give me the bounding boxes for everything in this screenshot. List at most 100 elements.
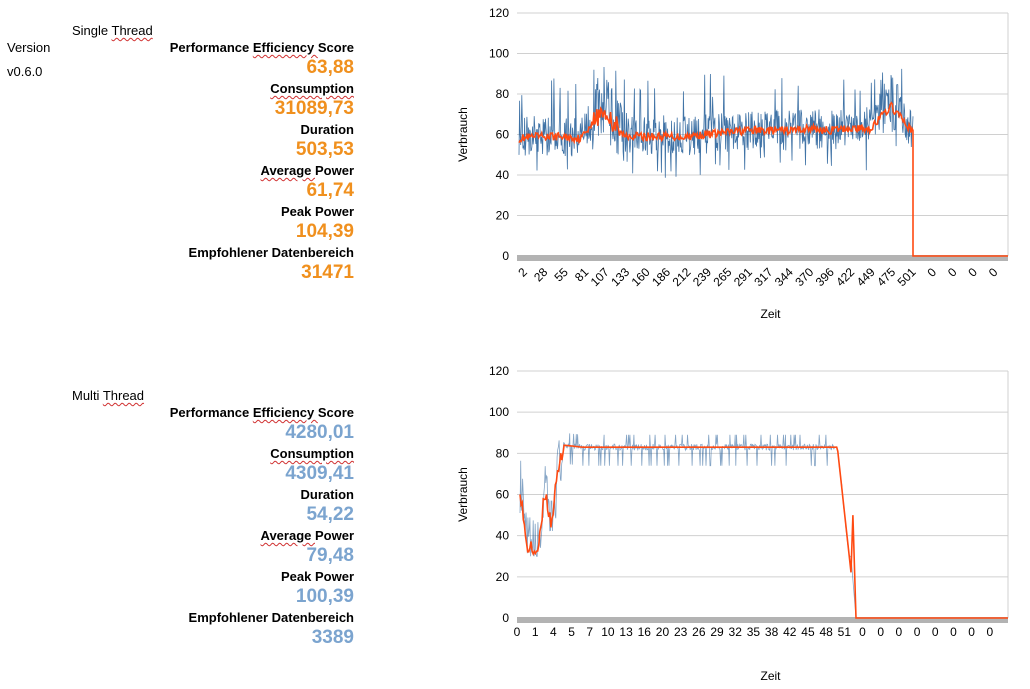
y-tick-label: 40 bbox=[496, 168, 510, 182]
y-tick-label: 60 bbox=[496, 128, 510, 142]
title-word: Single bbox=[72, 23, 112, 38]
stat-value: 31471 bbox=[301, 262, 354, 283]
x-tick-label: 501 bbox=[895, 265, 919, 289]
x-tick-label: 42 bbox=[783, 625, 797, 639]
x-tick-label: 20 bbox=[656, 625, 670, 639]
x-tick-label: 28 bbox=[531, 265, 551, 285]
x-tick-label: 449 bbox=[854, 265, 878, 289]
y-tick-label: 120 bbox=[489, 364, 509, 378]
series-line-raw bbox=[518, 66, 914, 178]
x-tick-label: 396 bbox=[813, 265, 837, 289]
x-tick-label: 0 bbox=[965, 265, 980, 280]
stat-value: 4280,01 bbox=[285, 422, 354, 443]
x-tick-label: 5 bbox=[568, 625, 575, 639]
x-tick-label: 35 bbox=[747, 625, 761, 639]
x-tick-label: 0 bbox=[950, 625, 957, 639]
x-tick-label: 26 bbox=[692, 625, 706, 639]
x-tick-label: 370 bbox=[792, 265, 816, 289]
x-tick-label: 0 bbox=[924, 265, 939, 280]
x-tick-label: 212 bbox=[670, 265, 694, 289]
x-axis-title: Zeit bbox=[760, 669, 781, 683]
x-tick-label: 32 bbox=[729, 625, 743, 639]
x-axis-band bbox=[517, 255, 1008, 261]
x-tick-label: 4 bbox=[550, 625, 557, 639]
stat-value: 503,53 bbox=[295, 139, 354, 160]
x-tick-label: 10 bbox=[601, 625, 615, 639]
x-tick-label: 0 bbox=[859, 625, 866, 639]
multi-thread-title: Multi Thread bbox=[72, 388, 144, 403]
stat-label: Empfohlener Datenbereich bbox=[188, 245, 354, 260]
x-tick-label: 38 bbox=[765, 625, 779, 639]
x-tick-label: 1 bbox=[532, 625, 539, 639]
stat-label: Performance Efficiency Score bbox=[169, 40, 354, 55]
y-tick-label: 0 bbox=[502, 249, 509, 263]
title-word: Thread bbox=[102, 388, 145, 403]
x-tick-label: 0 bbox=[932, 625, 939, 639]
x-tick-label: 160 bbox=[629, 265, 653, 289]
stat-label: Average Power bbox=[260, 528, 354, 543]
y-tick-label: 80 bbox=[496, 87, 510, 101]
x-tick-label: 265 bbox=[710, 265, 734, 289]
stat-value: 100,39 bbox=[295, 586, 354, 607]
stat-value: 4309,41 bbox=[285, 463, 354, 484]
x-tick-label: 475 bbox=[874, 265, 898, 289]
stat-label: Consumption bbox=[270, 81, 354, 96]
y-tick-label: 80 bbox=[496, 446, 510, 460]
y-axis-title: Verbrauch bbox=[456, 107, 470, 162]
x-tick-label: 55 bbox=[552, 265, 572, 285]
stat-label: Duration bbox=[300, 487, 354, 502]
x-tick-label: 23 bbox=[674, 625, 688, 639]
y-tick-label: 100 bbox=[489, 405, 509, 419]
stat-value: 61,74 bbox=[306, 180, 354, 201]
series-line-average bbox=[519, 444, 1008, 619]
stat-label: Duration bbox=[300, 122, 354, 137]
series-line-raw bbox=[519, 433, 857, 619]
x-axis-band bbox=[517, 617, 1008, 623]
x-tick-label: 0 bbox=[986, 625, 993, 639]
x-tick-label: 291 bbox=[731, 265, 755, 289]
x-tick-label: 0 bbox=[896, 625, 903, 639]
x-tick-label: 51 bbox=[838, 625, 852, 639]
x-tick-label: 107 bbox=[588, 265, 612, 289]
x-tick-label: 0 bbox=[945, 265, 960, 280]
stat-value: 31089,73 bbox=[274, 98, 354, 119]
stat-value: 104,39 bbox=[295, 221, 354, 242]
version-value: v0.6.0 bbox=[7, 64, 43, 79]
x-tick-label: 29 bbox=[710, 625, 724, 639]
x-tick-label: 239 bbox=[690, 265, 714, 289]
x-tick-label: 0 bbox=[968, 625, 975, 639]
y-axis-title: Verbrauch bbox=[456, 467, 470, 522]
single-thread-title: Single Thread bbox=[72, 23, 153, 38]
x-tick-label: 133 bbox=[608, 265, 632, 289]
x-tick-label: 317 bbox=[751, 265, 775, 289]
x-tick-label: 48 bbox=[819, 625, 833, 639]
stat-value: 63,88 bbox=[306, 57, 354, 78]
x-tick-label: 186 bbox=[649, 265, 673, 289]
stat-label: Peak Power bbox=[281, 204, 354, 219]
stat-label: Average Power bbox=[260, 163, 354, 178]
stat-label: Consumption bbox=[270, 446, 354, 461]
x-tick-label: 0 bbox=[986, 265, 1001, 280]
y-tick-label: 40 bbox=[496, 529, 510, 543]
stat-value: 3389 bbox=[311, 627, 354, 648]
stat-value: 79,48 bbox=[306, 545, 354, 566]
x-tick-label: 2 bbox=[515, 265, 530, 280]
stat-label: Peak Power bbox=[281, 569, 354, 584]
stat-value: 54,22 bbox=[306, 504, 354, 525]
stat-label: Performance Efficiency Score bbox=[169, 405, 354, 420]
y-tick-label: 20 bbox=[496, 570, 510, 584]
series-line-average bbox=[518, 101, 1008, 257]
x-tick-label: 7 bbox=[586, 625, 593, 639]
y-tick-label: 0 bbox=[502, 611, 509, 625]
stat-label: Empfohlener Datenbereich bbox=[188, 610, 354, 625]
y-tick-label: 60 bbox=[496, 488, 510, 502]
x-tick-label: 422 bbox=[833, 265, 857, 289]
title-word: Thread bbox=[111, 23, 153, 38]
x-tick-label: 0 bbox=[514, 625, 521, 639]
y-tick-label: 100 bbox=[489, 47, 509, 61]
x-tick-label: 13 bbox=[619, 625, 633, 639]
x-axis-title: Zeit bbox=[760, 307, 781, 321]
x-tick-label: 16 bbox=[638, 625, 652, 639]
